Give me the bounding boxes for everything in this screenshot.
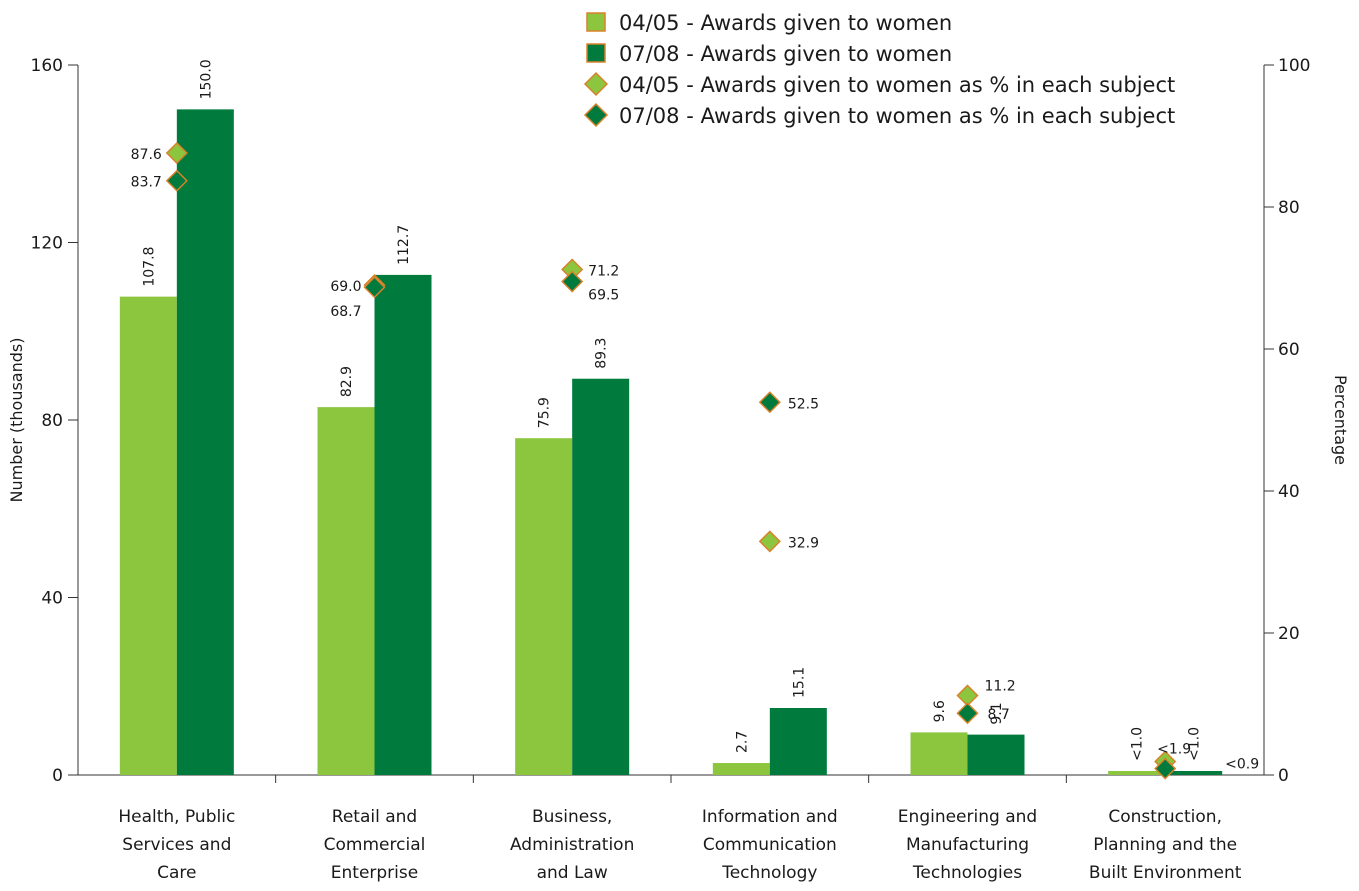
- pct-value-label: 69.0: [330, 279, 361, 295]
- bar-value-label: 107.8: [141, 247, 157, 287]
- pct-value-label: 68.7: [330, 304, 361, 320]
- y2-tick-label: 40: [1278, 482, 1300, 502]
- pct-value-label: 11.2: [985, 678, 1016, 694]
- y-axis-title: Number (thousands): [7, 338, 26, 503]
- y2-tick-label: 80: [1278, 198, 1300, 218]
- bar-0405: [712, 763, 770, 775]
- category-label: Services and: [122, 835, 231, 855]
- bar-0405: [317, 407, 375, 775]
- bar-value-label: 112.7: [396, 225, 412, 265]
- legend: 04/05 - Awards given to women 07/08 - Awa…: [583, 11, 1175, 128]
- pct-value-label: <1.9: [1157, 742, 1191, 758]
- category-label: Engineering and: [898, 807, 1037, 827]
- category-label: Manufacturing: [906, 835, 1029, 855]
- bar-0708: [572, 378, 630, 775]
- bar-value-label: 15.1: [791, 667, 807, 698]
- bar-0405: [910, 732, 968, 775]
- category-label: Built Environment: [1089, 863, 1242, 883]
- pct-value-label: 8.7: [988, 707, 1010, 723]
- bar-value-label: 82.9: [339, 366, 355, 397]
- legend-swatch: [586, 12, 606, 32]
- pct-marker: [758, 391, 781, 414]
- bar-value-label: 150.0: [198, 59, 214, 99]
- pct-value-label: 52.5: [788, 396, 819, 412]
- category-label: Care: [157, 863, 196, 883]
- pct-value-label: 87.6: [131, 147, 162, 163]
- category-label: Retail and: [332, 807, 417, 827]
- bar-0708: [769, 707, 827, 775]
- bar-0708: [967, 734, 1025, 775]
- category-label: Information and: [702, 807, 838, 827]
- pct-marker: [956, 702, 979, 725]
- legend-label: 04/05 - Awards given to women as % in ea…: [619, 73, 1175, 97]
- value-labels-layer: 107.8 150.0 82.9 112.7 75.9 89.3 2.7 15.1 9.6 9.1…: [131, 59, 1260, 772]
- pct-value-label: 71.2: [588, 263, 619, 279]
- bar-0708: [374, 274, 432, 775]
- pct-value-label: 32.9: [788, 535, 819, 551]
- category-label: Health, Public: [118, 807, 235, 827]
- pct-marker: [561, 270, 584, 293]
- bar-value-label: <1.0: [1130, 727, 1146, 761]
- category-label: Communication: [703, 835, 837, 855]
- y2-axis-title: Percentage: [1331, 375, 1350, 465]
- pct-value-label: <0.9: [1225, 757, 1259, 773]
- category-label: Administration: [510, 835, 634, 855]
- markers-layer: [165, 141, 1177, 780]
- legend-diamond: [583, 102, 609, 128]
- axes-layer: 0 40 80 120 160 0 20 40 60 80 100: [31, 56, 1311, 786]
- bar-0708: [176, 109, 234, 775]
- bar-value-label: 9.6: [932, 700, 948, 722]
- y-tick-label: 80: [41, 411, 63, 431]
- category-label: Enterprise: [331, 863, 418, 883]
- y2-tick-label: 20: [1278, 624, 1300, 644]
- pct-marker: [1154, 757, 1177, 780]
- y-tick-label: 120: [31, 234, 63, 254]
- bar-0405: [119, 296, 177, 775]
- pct-value-label: 83.7: [131, 175, 162, 191]
- category-label: Technology: [721, 863, 817, 883]
- bar-value-label: 9.1: [989, 702, 1005, 724]
- y2-tick-label: 60: [1278, 340, 1300, 360]
- bar-value-label: <1.0: [1187, 727, 1203, 761]
- y2-tick-label: 100: [1278, 56, 1310, 76]
- pct-marker: [165, 141, 188, 165]
- pct-marker: [758, 530, 781, 553]
- y-tick-label: 0: [52, 766, 63, 786]
- bar-0405: [1108, 771, 1166, 775]
- bar-value-label: 2.7: [734, 731, 750, 753]
- legend-label: 07/08 - Awards given to women: [619, 42, 952, 66]
- category-label: Commercial: [324, 835, 426, 855]
- bar-value-label: 89.3: [594, 338, 610, 369]
- legend-label: 07/08 - Awards given to women as % in ea…: [619, 104, 1175, 128]
- legend-swatch: [586, 43, 606, 63]
- category-label: Technologies: [912, 863, 1022, 883]
- y-tick-label: 160: [31, 56, 63, 76]
- legend-label: 04/05 - Awards given to women: [619, 11, 952, 35]
- bar-0405: [515, 438, 573, 775]
- pct-marker: [363, 276, 386, 299]
- y2-tick-label: 0: [1278, 766, 1289, 786]
- pct-marker: [165, 169, 188, 192]
- legend-diamond: [583, 71, 609, 97]
- category-label: Business,: [532, 807, 612, 827]
- category-label: Planning and the: [1093, 835, 1237, 855]
- bar-0708: [1165, 771, 1223, 775]
- category-labels-layer: Health, Public Services and Care Retail and…: [118, 807, 1241, 883]
- pct-value-label: 69.5: [588, 288, 619, 304]
- category-label: Construction,: [1108, 807, 1222, 827]
- y-tick-label: 40: [41, 589, 63, 609]
- category-label: and Law: [537, 863, 608, 883]
- bars-layer: [119, 109, 1223, 775]
- bar-value-label: 75.9: [537, 397, 553, 428]
